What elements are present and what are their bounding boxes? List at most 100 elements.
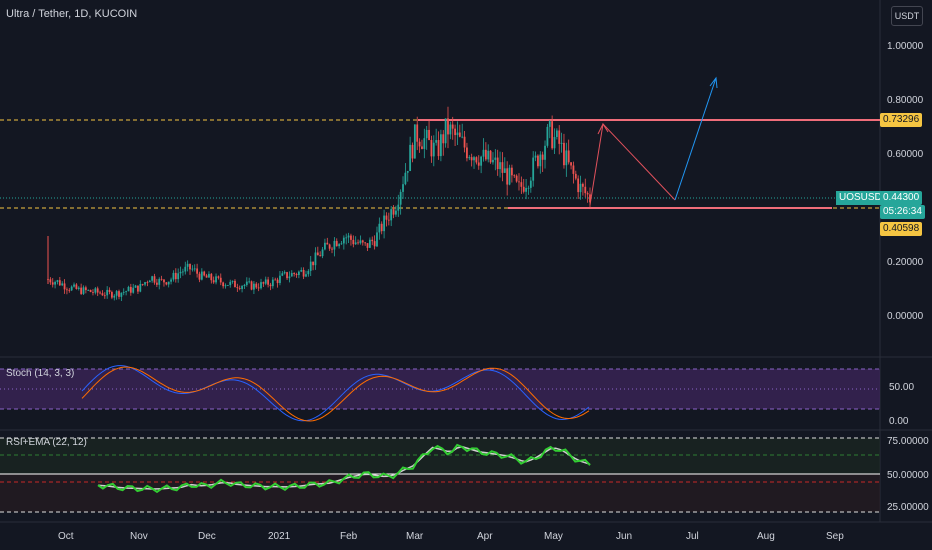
stoch-k-line: [81, 365, 590, 422]
stoch-label[interactable]: Stoch (14, 3, 3): [6, 368, 75, 379]
candle-body: [361, 240, 364, 243]
candle-body: [421, 146, 423, 149]
time-label-apr: Apr: [477, 531, 493, 542]
candle-body: [399, 191, 402, 205]
candle-body: [260, 282, 262, 289]
candle-body: [108, 289, 111, 293]
candle-body: [357, 242, 359, 244]
candle-body: [484, 149, 487, 160]
candle-body: [208, 273, 210, 278]
candle-body: [68, 289, 71, 291]
candle-body: [217, 276, 220, 278]
price-label-0-2: 0.20000: [887, 257, 924, 268]
candle-body: [409, 144, 412, 171]
candle-body: [189, 263, 191, 270]
candle-body: [442, 134, 445, 144]
candle-body: [499, 162, 501, 170]
candle-body: [470, 157, 473, 161]
candle-body: [274, 279, 277, 281]
candle-body: [184, 266, 187, 272]
candle-body: [324, 242, 326, 250]
time-label-feb: Feb: [340, 531, 358, 542]
time-label-may: May: [544, 531, 563, 542]
projection-arrowhead-2: [709, 76, 718, 89]
candle-body: [425, 129, 428, 139]
candle-body: [229, 281, 232, 286]
candlestick-series[interactable]: [47, 106, 591, 302]
candle-body: [529, 180, 532, 188]
currency-button[interactable]: USDT: [891, 6, 923, 26]
projection-path-down[interactable]: [589, 122, 676, 206]
candle-body: [510, 167, 513, 176]
candle-body: [428, 129, 430, 140]
candle-body: [451, 124, 454, 129]
candle-body: [312, 261, 314, 266]
candle-body: [153, 276, 156, 283]
candle-body: [155, 282, 158, 285]
candle-body: [541, 154, 544, 160]
candle-body: [174, 272, 177, 280]
candle-body: [437, 140, 440, 157]
candle-body: [262, 282, 265, 284]
candle-body: [255, 283, 258, 288]
candle-body: [250, 281, 253, 290]
candle-body: [477, 162, 480, 166]
candle-body: [236, 287, 239, 289]
candle-body: [134, 285, 137, 288]
last-price-tag: 0.44300: [880, 191, 923, 205]
candle-body: [447, 118, 449, 135]
candle-body: [432, 142, 435, 157]
candle-body: [219, 277, 222, 283]
candle-body: [534, 155, 537, 158]
candle-body: [560, 142, 563, 144]
candle-body: [49, 279, 52, 283]
candle-body: [77, 287, 80, 289]
candle-body: [54, 281, 57, 285]
stoch-axis-0: 0.00: [889, 416, 909, 427]
candle-body: [125, 291, 128, 293]
candle-body: [172, 272, 175, 280]
projection-path-up[interactable]: [674, 77, 717, 201]
candle-body: [120, 292, 123, 297]
candle-body: [58, 280, 61, 286]
candle-body: [589, 194, 591, 203]
candle-body: [314, 252, 317, 266]
candle-body: [170, 279, 172, 282]
candle-body: [51, 282, 54, 285]
candle-body: [300, 269, 303, 272]
candle-body: [222, 282, 225, 287]
rsi-label[interactable]: RSI+EMA (22, 12): [6, 437, 87, 448]
resistance-price-tag: 0.73296: [880, 113, 923, 127]
candle-body: [518, 181, 520, 183]
candle-body: [411, 144, 414, 159]
time-label-oct: Oct: [58, 531, 74, 542]
candle-body: [378, 223, 381, 233]
candle-body: [73, 284, 75, 287]
candle-body: [579, 183, 582, 193]
candle-body: [376, 232, 378, 247]
candle-body: [66, 289, 68, 291]
candle-body: [61, 283, 64, 286]
candle-body: [321, 249, 324, 257]
candle-body: [286, 272, 288, 279]
candle-body: [515, 175, 518, 182]
candle-body: [297, 271, 300, 276]
candle-body: [118, 291, 120, 297]
candle-body: [106, 289, 109, 296]
candle-body: [492, 159, 494, 163]
candle-body: [456, 132, 459, 136]
candle-body: [307, 270, 310, 275]
candle-body: [449, 124, 452, 135]
symbol-tag: UOSUSDT: [836, 191, 891, 205]
candle-body: [340, 243, 343, 245]
candle-body: [468, 157, 471, 159]
candle-body: [350, 235, 352, 240]
candle-body: [96, 288, 99, 293]
candle-body: [231, 280, 234, 282]
candle-body: [141, 284, 144, 285]
projection-arrowhead-1: [597, 122, 609, 135]
candle-body: [276, 279, 279, 284]
candle-body: [551, 121, 554, 149]
countdown-tag: 05:26:34: [880, 205, 925, 219]
